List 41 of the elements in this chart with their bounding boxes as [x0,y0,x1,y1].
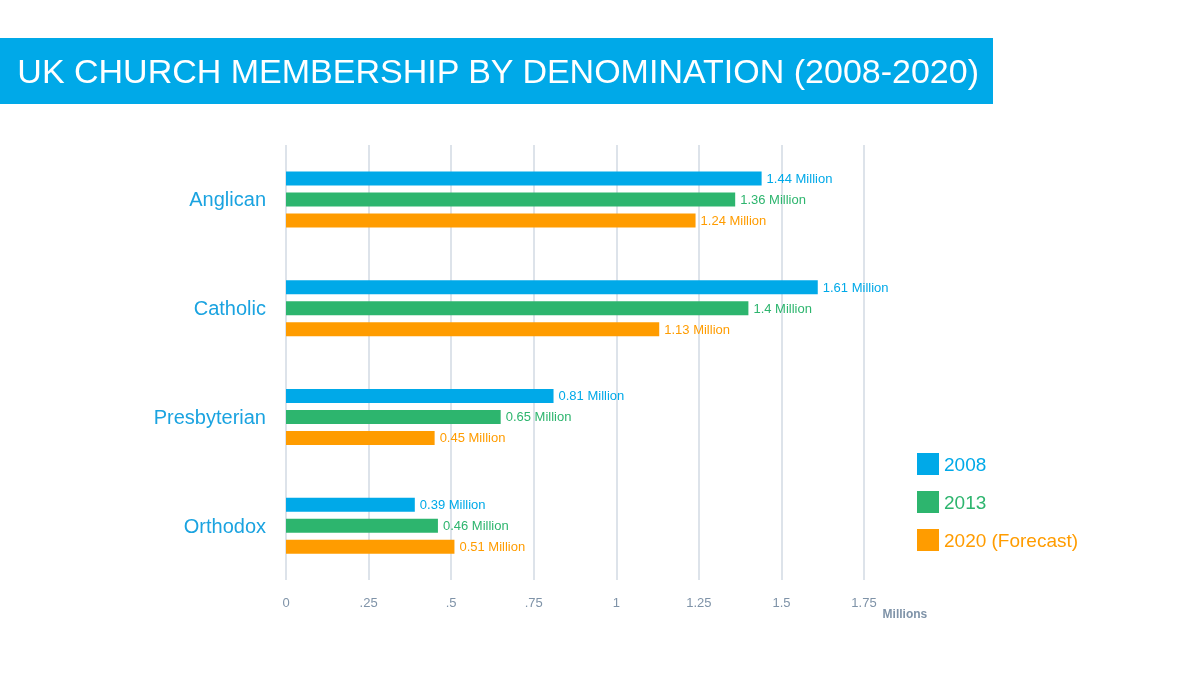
x-tick-label: 0 [282,595,290,610]
data-label: 0.81 Million [558,388,625,404]
bar [286,388,554,403]
bar [286,409,501,424]
bar [286,192,736,207]
y-tick-label: Anglican [189,188,266,211]
y-tick-label: Presbyterian [153,405,266,428]
data-label: 1.24 Million [700,212,767,228]
data-label: 1.13 Million [664,321,730,337]
data-label: 0.46 Million [442,518,509,534]
x-axis-title: Millions [882,607,928,621]
bar [286,430,435,445]
data-label: 0.51 Million [459,539,526,555]
bar [286,301,749,316]
x-tick-label: 1.5 [772,595,791,610]
data-label: 0.45 Million [439,430,506,446]
chart-title: UK CHURCH MEMBERSHIP BY DENOMINATION (2008-2020) [0,38,993,104]
bar [286,497,415,512]
bar [286,518,438,533]
data-label: 1.44 Million [766,170,833,186]
legend-label: 2013 [944,491,987,513]
x-tick-label: 1.25 [686,595,712,610]
data-label: 0.39 Million [419,497,486,513]
x-tick-label: .5 [445,595,457,610]
data-label: 0.65 Million [505,409,572,425]
bar [286,322,660,337]
data-label: 1.61 Million [822,279,889,295]
y-tick-label: Catholic [193,297,266,320]
x-tick-label: .75 [524,595,543,610]
x-tick-label: .25 [359,595,378,610]
data-label: 1.4 Million [753,300,812,316]
bar [286,213,696,228]
data-label: 1.36 Million [740,191,806,207]
x-tick-label: 1 [612,595,620,610]
x-tick-label: 1.75 [851,595,877,610]
bar [286,280,818,295]
legend-label: 2008 [944,453,987,475]
y-tick-label: Orthodox [183,514,266,537]
legend-label: 2020 (Forecast) [944,529,1079,551]
bar [286,539,455,554]
bar [286,171,762,186]
